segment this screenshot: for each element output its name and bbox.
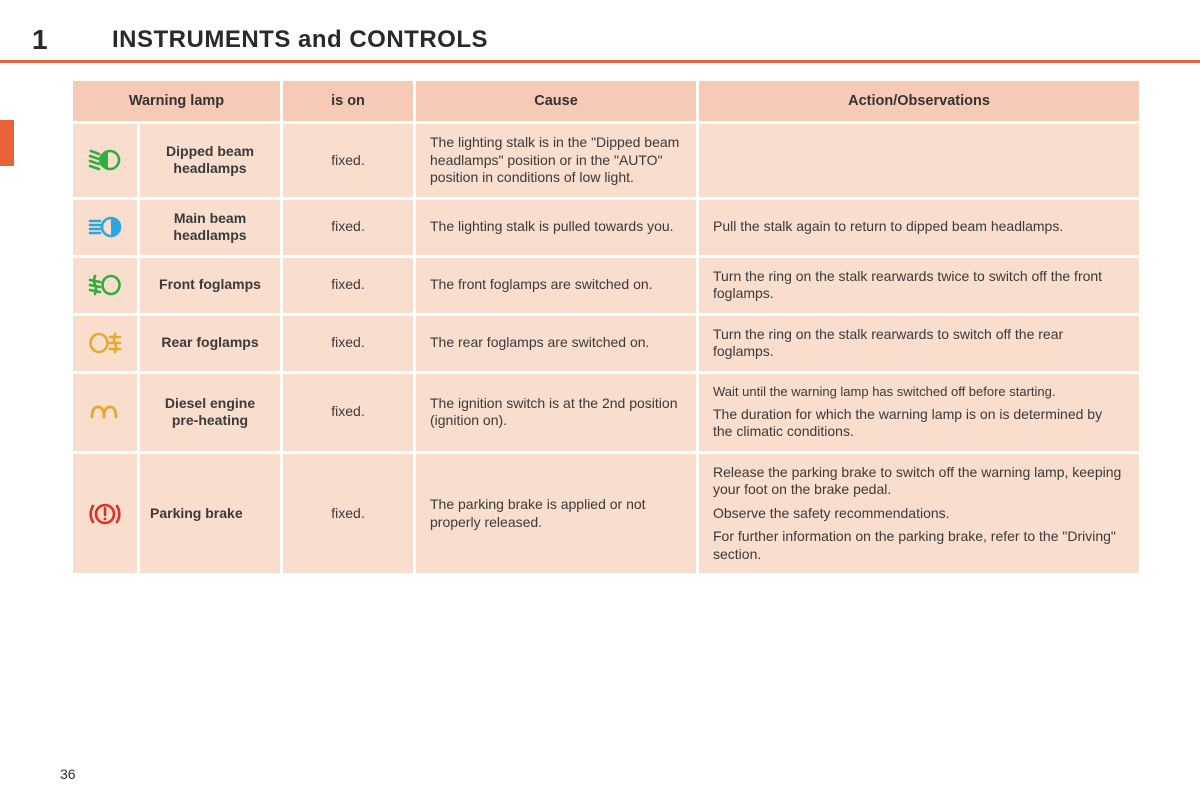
col-header-cause: Cause — [416, 81, 696, 121]
action-line: The duration for which the warning lamp … — [713, 406, 1125, 441]
table-row: Dipped beam headlamps fixed. The lightin… — [73, 124, 1139, 197]
table-row: Rear foglamps fixed. The rear foglamps a… — [73, 316, 1139, 371]
lamp-ison: fixed. — [283, 316, 413, 371]
icon-cell — [73, 124, 137, 197]
lamp-action: Release the parking brake to switch off … — [699, 454, 1139, 574]
lamp-ison: fixed. — [283, 374, 413, 451]
lamp-ison: fixed. — [283, 200, 413, 255]
preheat-icon — [88, 401, 122, 423]
icon-cell — [73, 316, 137, 371]
lamp-name: Dipped beam headlamps — [140, 124, 280, 197]
action-line: Release the parking brake to switch off … — [713, 464, 1125, 499]
icon-cell — [73, 258, 137, 313]
lamp-ison: fixed. — [283, 258, 413, 313]
lamp-cause: The parking brake is applied or not prop… — [416, 454, 696, 574]
col-header-is-on: is on — [283, 81, 413, 121]
icon-cell — [73, 454, 137, 574]
lamp-ison: fixed. — [283, 454, 413, 574]
lamp-name: Parking brake — [140, 454, 280, 574]
table-row: Main beam headlamps fixed. The lighting … — [73, 200, 1139, 255]
lamp-action: Turn the ring on the stalk rearwards to … — [699, 316, 1139, 371]
chapter-title: INSTRUMENTS and CONTROLS — [112, 26, 488, 54]
lamp-action — [699, 124, 1139, 197]
side-tab — [0, 120, 14, 166]
table-row: Parking brake fixed. The parking brake i… — [73, 454, 1139, 574]
table-header-row: Warning lamp is on Cause Action/Observat… — [73, 81, 1139, 121]
lamp-action: Wait until the warning lamp has switched… — [699, 374, 1139, 451]
chapter-number: 1 — [32, 24, 48, 56]
lamp-action: Turn the ring on the stalk rearwards twi… — [699, 258, 1139, 313]
front-fog-icon — [88, 274, 122, 296]
header-rule — [0, 60, 1200, 63]
parking-brake-icon — [87, 500, 123, 528]
table-row: Diesel engine pre-heating fixed. The ign… — [73, 374, 1139, 451]
main-beam-icon — [88, 216, 122, 238]
lamp-cause: The lighting stalk is in the "Dipped bea… — [416, 124, 696, 197]
lamp-name: Front foglamps — [140, 258, 280, 313]
page-number: 36 — [60, 766, 76, 782]
table-row: Front foglamps fixed. The front foglamps… — [73, 258, 1139, 313]
rear-fog-icon — [88, 332, 122, 354]
col-header-warning-lamp: Warning lamp — [73, 81, 280, 121]
dipped-beam-icon — [88, 149, 122, 171]
col-header-action: Action/Observations — [699, 81, 1139, 121]
lamp-name: Main beam headlamps — [140, 200, 280, 255]
action-line: Observe the safety recommendations. — [713, 505, 1125, 523]
lamp-cause: The front foglamps are switched on. — [416, 258, 696, 313]
warning-lamp-table: Warning lamp is on Cause Action/Observat… — [70, 78, 1142, 576]
lamp-cause: The ignition switch is at the 2nd positi… — [416, 374, 696, 451]
lamp-name: Rear foglamps — [140, 316, 280, 371]
action-line: Wait until the warning lamp has switched… — [713, 384, 1125, 400]
lamp-name: Diesel engine pre-heating — [140, 374, 280, 451]
lamp-cause: The rear foglamps are switched on. — [416, 316, 696, 371]
icon-cell — [73, 374, 137, 451]
action-line: For further information on the parking b… — [713, 528, 1125, 563]
icon-cell — [73, 200, 137, 255]
lamp-action: Pull the stalk again to return to dipped… — [699, 200, 1139, 255]
lamp-ison: fixed. — [283, 124, 413, 197]
lamp-cause: The lighting stalk is pulled towards you… — [416, 200, 696, 255]
